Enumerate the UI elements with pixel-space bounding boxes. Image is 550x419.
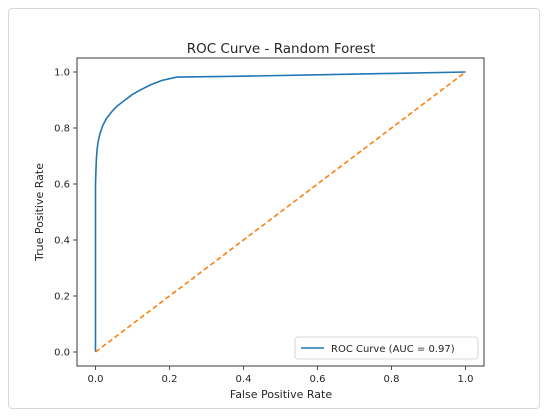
series-line-diagonal <box>95 71 466 353</box>
y-tick-label: 0.8 <box>54 124 70 135</box>
x-tick-label: 0.8 <box>384 374 400 385</box>
legend-box <box>294 336 479 360</box>
y-tick-label: 0.0 <box>54 348 70 359</box>
x-tick-label: 0.6 <box>310 374 326 385</box>
x-tick-label: 0.4 <box>236 374 252 385</box>
legend-entry-roc: ROC Curve (AUC = 0.97) <box>331 344 455 355</box>
y-tick-label: 0.6 <box>54 180 70 191</box>
series-layer <box>94 71 466 353</box>
y-tick-label: 1.0 <box>54 68 70 79</box>
y-tick-label: 0.2 <box>54 292 70 303</box>
x-tick-label: 0.2 <box>162 374 178 385</box>
x-tick-label: 0.0 <box>88 374 104 385</box>
y-axis-label: True Positive Rate <box>33 163 46 262</box>
legend: ROC Curve (AUC = 0.97) <box>294 336 479 360</box>
x-axis-label: False Positive Rate <box>230 388 332 401</box>
y-tick-label: 0.4 <box>54 236 70 247</box>
series-line-roc <box>94 71 466 352</box>
x-tick-label: 1.0 <box>458 374 474 385</box>
ticks-layer: 0.0 0.2 0.4 0.6 0.8 1.0 0.0 0.2 0.4 0.6 0.8 1.0 <box>54 68 473 386</box>
chart-title: ROC Curve - Random Forest <box>187 41 376 57</box>
